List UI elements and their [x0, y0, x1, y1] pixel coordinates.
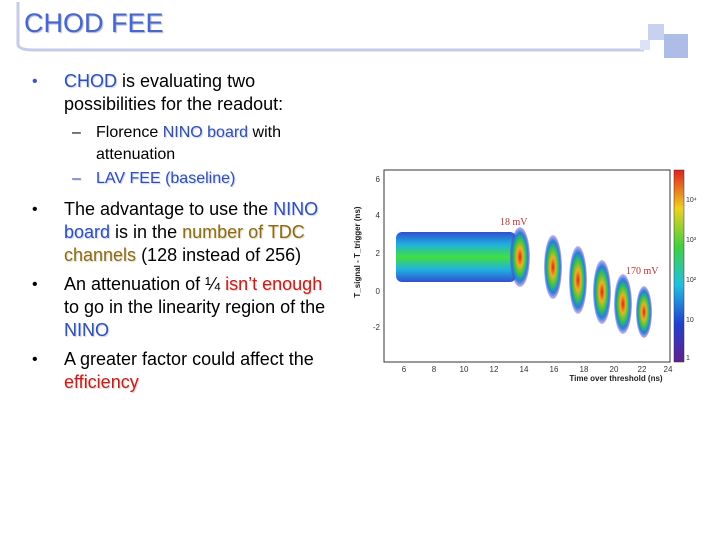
title-underline — [16, 2, 644, 52]
bullet-dot-icon: • — [32, 276, 38, 293]
x-tick-label: 18 — [580, 365, 589, 374]
sub-bullet-item: – Florence NINO board with attenuation — [72, 124, 281, 163]
scale-tick-label: 10² — [686, 277, 697, 284]
bullet-item: • CHOD is evaluating two possibilities f… — [32, 71, 284, 114]
y-tick-label: 4 — [376, 211, 381, 220]
x-tick-label: 8 — [432, 365, 437, 374]
x-tick-label: 16 — [550, 365, 559, 374]
bullet-dot-icon: • — [32, 351, 38, 368]
x-tick-label: 24 — [664, 365, 673, 374]
bullet-item: • A greater factor could affect the effi… — [32, 349, 314, 392]
corner-decoration — [638, 20, 694, 62]
scale-tick-label: 1 — [686, 355, 690, 362]
x-tick-label: 20 — [610, 365, 619, 374]
x-tick-label: 6 — [402, 365, 407, 374]
y-tick-label: 2 — [376, 249, 381, 258]
histogram-plot: 18 mV 170 mV 6 4 2 0 -2 6 8 10 12 14 16 … — [340, 162, 698, 384]
page-title: CHOD FEE — [24, 8, 164, 38]
x-tick-label: 14 — [520, 365, 529, 374]
scale-tick-label: 10 — [686, 317, 694, 324]
bullet-dot-icon: • — [32, 73, 38, 90]
x-tick-label: 22 — [638, 365, 647, 374]
bullet-list: • CHOD is evaluating two possibilities f… — [30, 70, 340, 400]
x-tick-label: 12 — [490, 365, 499, 374]
y-axis-label: T_signal - T_trigger (ns) — [353, 206, 362, 297]
bullet-dot-icon: • — [32, 201, 38, 218]
annotation-18mv: 18 mV — [500, 217, 528, 228]
y-tick-label: -2 — [373, 323, 381, 332]
y-tick-label: 6 — [376, 175, 381, 184]
sub-bullet-item: – LAV FEE (baseline) — [72, 170, 236, 187]
bullet-item: • An attenuation of ¼ isn’t enough to go… — [32, 274, 326, 340]
bullet-item: • The advantage to use the NINO board is… — [32, 199, 319, 265]
scale-tick-label: 10³ — [686, 237, 697, 244]
y-tick-label: 0 — [376, 287, 381, 296]
scale-tick-label: 10⁴ — [686, 197, 697, 204]
x-tick-label: 10 — [460, 365, 469, 374]
histogram-svg: 18 mV 170 mV 6 4 2 0 -2 6 8 10 12 14 16 … — [353, 169, 697, 383]
annotation-170mv: 170 mV — [626, 266, 659, 277]
x-axis-label: Time over threshold (ns) — [569, 374, 663, 383]
